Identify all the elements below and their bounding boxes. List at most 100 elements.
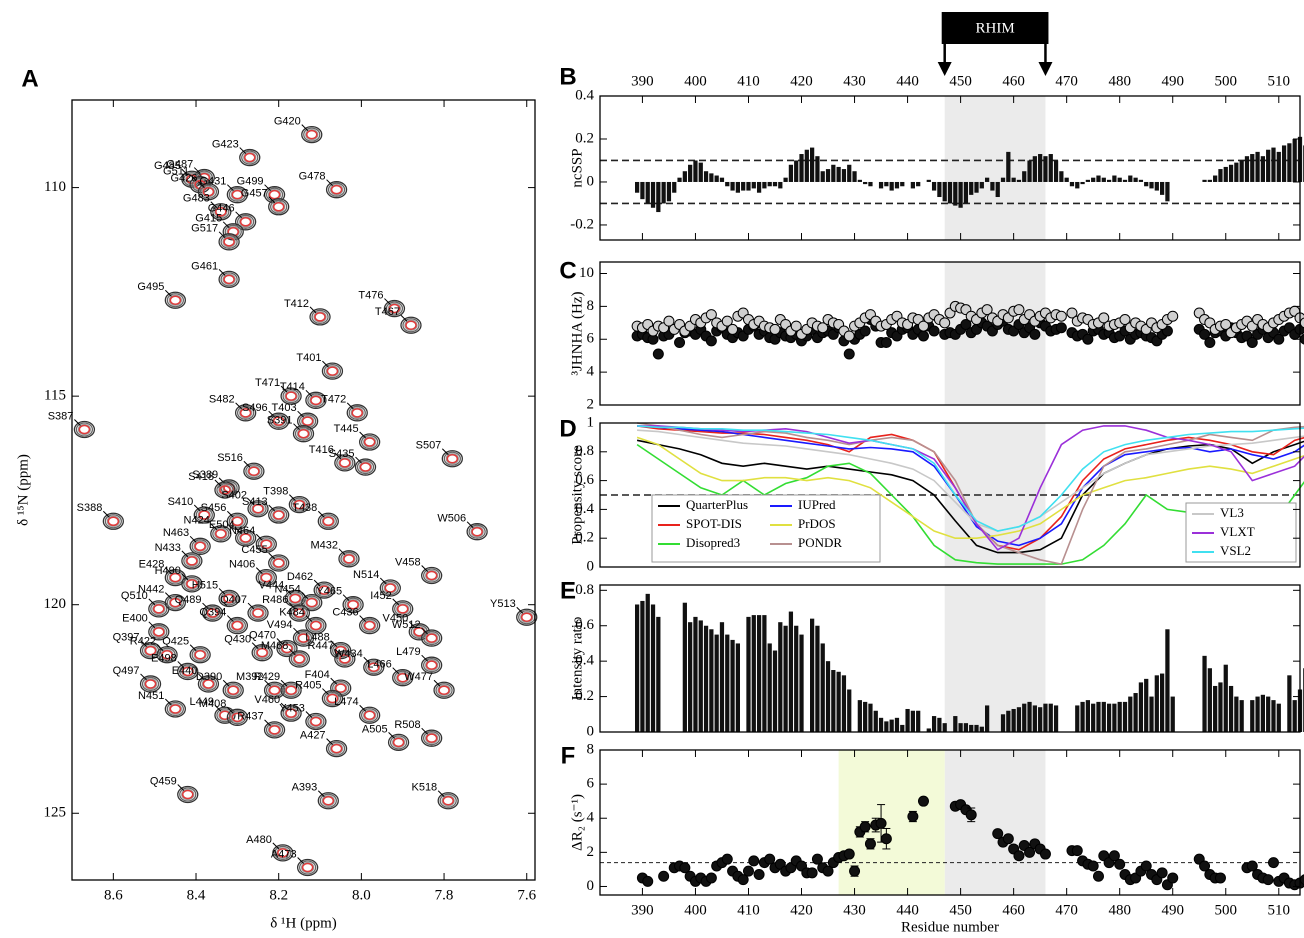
peak [181, 575, 203, 593]
peak-contour [222, 592, 236, 605]
peak-contour [296, 632, 311, 644]
peak-overlay [322, 516, 335, 527]
peak-contour [270, 414, 288, 429]
peak-contour [268, 554, 290, 572]
peak-contour [197, 509, 211, 521]
peak [305, 616, 327, 635]
bar [878, 717, 884, 732]
rhim-arrowhead [1038, 62, 1053, 76]
peak [280, 681, 302, 699]
peak-label: G446 [208, 203, 235, 215]
peak [73, 420, 96, 439]
peak-contour [330, 641, 352, 660]
peak-overlay [144, 645, 157, 656]
peak-overlay [169, 597, 182, 608]
peak-contour [280, 704, 302, 722]
x-tick-label: 390 [631, 73, 654, 89]
peak-contour [177, 662, 199, 681]
peak-contour [284, 707, 298, 719]
peak-overlay [363, 437, 376, 447]
peak [156, 646, 178, 664]
peak-label: T467 [375, 306, 400, 318]
peak-leader [301, 592, 309, 599]
point [1002, 833, 1014, 845]
series-line [637, 425, 1304, 532]
peak-label: S402 [221, 490, 247, 502]
peak-label: Q394 [199, 606, 226, 618]
peak-label: L474 [334, 696, 358, 708]
y-tick-label: 0.6 [575, 617, 594, 633]
peak-overlay [260, 572, 273, 583]
peak-contour [292, 498, 307, 511]
peak-overlay [405, 320, 417, 330]
peak [247, 604, 269, 622]
peak-leader [164, 592, 172, 599]
peak [325, 739, 348, 758]
peak-label: S389 [192, 469, 218, 481]
peak [210, 525, 232, 543]
peak-label: T403 [272, 402, 297, 414]
bar [1281, 145, 1287, 182]
plot-frame [599, 95, 1301, 241]
peak-leader [202, 602, 209, 610]
peak-contour [400, 316, 422, 334]
peak-contour [284, 390, 298, 402]
peak-leader [193, 504, 201, 512]
bar [810, 147, 815, 182]
bar [1128, 175, 1133, 182]
peak-contour [282, 683, 300, 698]
peak-leader [148, 621, 156, 629]
peak-contour [325, 365, 340, 377]
bar [1271, 700, 1276, 732]
point [742, 865, 754, 877]
peak-overlay [425, 570, 438, 581]
peak-contour [270, 507, 288, 523]
peak-overlay [363, 620, 376, 631]
bar [847, 164, 852, 182]
peak-contour [218, 270, 240, 289]
plot-frame [71, 99, 536, 881]
peak-label: R508 [394, 719, 420, 731]
peak-contour [263, 721, 286, 739]
peak-contour [301, 125, 323, 144]
bar [900, 724, 905, 732]
peak-contour [325, 739, 348, 758]
peak [268, 412, 290, 430]
peak-contour [358, 616, 381, 635]
y-tick-label: 0.4 [575, 653, 594, 669]
bar [916, 181, 921, 187]
peak-overlay [318, 585, 330, 595]
point [674, 337, 686, 349]
peak-overlay [231, 712, 244, 723]
bar [1000, 177, 1006, 182]
x-tick-label: 8.6 [104, 887, 123, 903]
point [663, 315, 675, 327]
peak-overlay [471, 526, 483, 537]
peak-contour [193, 649, 207, 661]
peak-overlay [231, 516, 244, 527]
peak-leader [280, 702, 288, 710]
peak-contour [290, 605, 309, 621]
peak-contour [516, 608, 538, 626]
peak-label: Q497 [113, 665, 140, 677]
y-tick-label: 1 [587, 414, 595, 430]
peak [321, 689, 344, 708]
peak-leader [334, 648, 342, 656]
bar [762, 615, 767, 732]
peak-leader [164, 567, 172, 574]
peak-contour [358, 706, 381, 724]
bar [650, 181, 656, 208]
peak-label: L466 [367, 659, 391, 671]
peak-contour [249, 605, 267, 621]
point [1055, 322, 1067, 334]
peak-contour [468, 524, 486, 539]
bar [1053, 705, 1059, 732]
bar [741, 181, 746, 191]
peak [421, 729, 443, 747]
peak-contour [365, 660, 383, 675]
peak-contour [75, 422, 94, 437]
peak-contour [439, 793, 457, 808]
peak-contour [168, 703, 182, 715]
bar [905, 708, 910, 732]
peak-overlay [326, 693, 339, 704]
